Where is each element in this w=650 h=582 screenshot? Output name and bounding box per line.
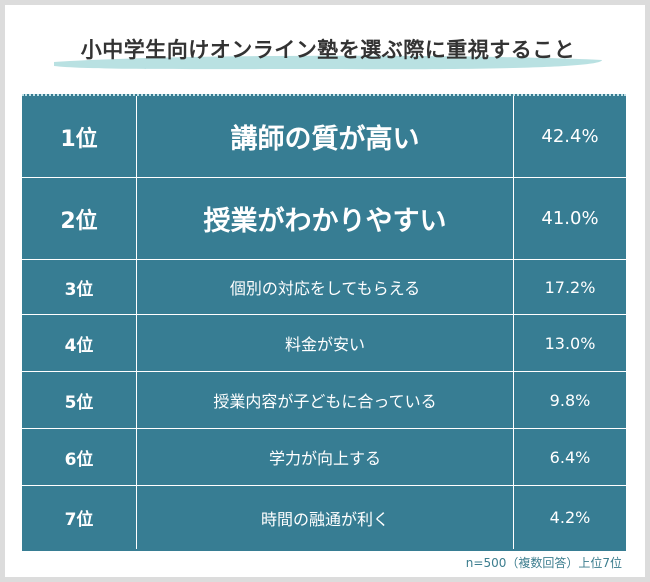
rank-cell: 5位 (22, 372, 137, 428)
title-swoosh-decoration (54, 55, 602, 70)
percent-cell: 6.4% (549, 447, 591, 467)
table-row: 4位 料金が安い 13.0% (22, 315, 626, 372)
item-cell: 料金が安い (137, 315, 514, 371)
rank-cell: 4位 (22, 315, 137, 371)
table-row: 3位 個別の対応をしてもらえる 17.2% (22, 260, 626, 315)
title-area: 小中学生向けオンライン塾を選ぶ際に重視すること (50, 28, 606, 78)
rank-cell: 6位 (22, 429, 137, 485)
percent-cell: 42.4% (541, 126, 599, 147)
ranking-table: 1位 講師の質が高い 42.4% 2位 授業がわかりやすい 41.0% 3位 個別の対応をして… (22, 94, 626, 551)
table-row: 5位 授業内容が子どもに合っている 9.8% (22, 372, 626, 429)
sample-note: n=500（複数回答）上位7位 (465, 556, 622, 570)
item-cell: 授業がわかりやすい (137, 178, 514, 259)
percent-cell: 13.0% (544, 333, 596, 353)
rank-cell: 2位 (22, 178, 137, 259)
percent-cell: 17.2% (544, 277, 596, 297)
table-row: 2位 授業がわかりやすい 41.0% (22, 178, 626, 260)
percent-cell: 41.0% (541, 208, 599, 229)
percent-cell: 9.8% (549, 390, 591, 410)
item-cell: 授業内容が子どもに合っている (137, 372, 514, 428)
rank-cell: 7位 (22, 486, 137, 549)
item-cell: 時間の融通が利く (137, 486, 514, 549)
item-cell: 講師の質が高い (137, 96, 514, 177)
table-row: 6位 学力が向上する 6.4% (22, 429, 626, 486)
item-cell: 学力が向上する (137, 429, 514, 485)
table-row: 7位 時間の融通が利く 4.2% (22, 486, 626, 549)
item-cell: 個別の対応をしてもらえる (137, 260, 514, 314)
rank-cell: 3位 (22, 260, 137, 314)
rank-cell: 1位 (22, 96, 137, 177)
chart-title: 小中学生向けオンライン塾を選ぶ際に重視すること (80, 38, 576, 62)
table-row: 1位 講師の質が高い 42.4% (22, 96, 626, 178)
percent-cell: 4.2% (549, 508, 591, 527)
